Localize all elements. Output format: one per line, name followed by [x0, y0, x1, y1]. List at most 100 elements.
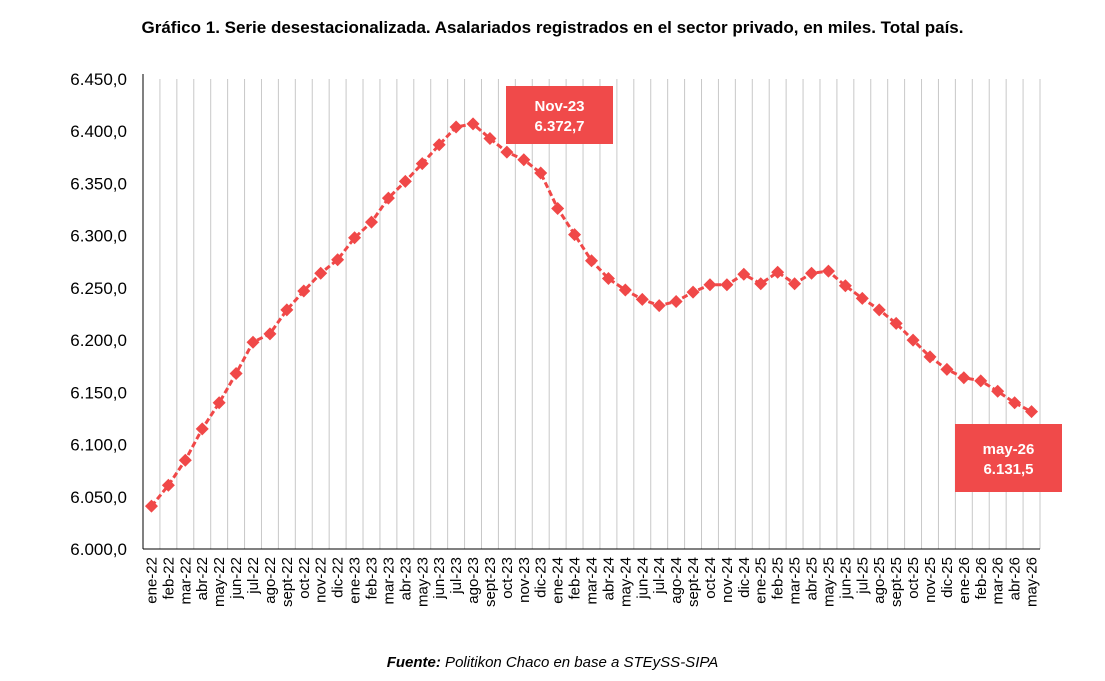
data-point — [568, 228, 582, 242]
x-tick-label: may-23 — [414, 557, 431, 607]
data-point — [686, 285, 700, 299]
data-point — [906, 333, 920, 347]
data-point — [466, 117, 480, 131]
x-tick-label: sept-25 — [888, 557, 905, 607]
data-point — [635, 292, 649, 306]
x-tick-label: dic-25 — [939, 557, 956, 598]
gridlines — [159, 79, 1041, 549]
x-tick-label: may-26 — [1024, 557, 1041, 607]
x-tick-label: ago-24 — [668, 557, 685, 604]
series-path — [150, 122, 1033, 508]
x-tick-label: oct-23 — [499, 557, 516, 599]
x-tick-label: sept-23 — [482, 557, 499, 607]
x-tick-label: feb-26 — [973, 557, 990, 600]
data-point — [229, 367, 243, 381]
x-tick-label: ago-22 — [262, 557, 279, 604]
data-point — [821, 264, 835, 278]
callout-box — [955, 424, 1062, 492]
x-tick-label: feb-23 — [363, 557, 380, 600]
data-point — [585, 254, 598, 268]
source-note: Fuente: Politikon Chaco en base a STEySS… — [0, 654, 1105, 671]
x-tick-label: abr-25 — [804, 557, 821, 600]
x-tick-label: oct-22 — [296, 557, 313, 599]
data-point — [788, 277, 802, 291]
data-point — [974, 374, 988, 388]
y-axis-tick-labels: 6.000,0 6.050,0 6.100,0 6.150,0 6.200,0 6.250… — [70, 70, 127, 559]
y-tick-label: 6.450,0 — [70, 70, 127, 89]
y-tick-label: 6.000,0 — [70, 540, 127, 559]
x-tick-label: ene-25 — [753, 557, 770, 604]
x-tick-label: mar-22 — [177, 557, 194, 605]
data-point — [263, 327, 277, 341]
x-tick-label: jun-24 — [634, 557, 651, 600]
y-tick-label: 6.300,0 — [70, 227, 127, 246]
data-point — [618, 283, 632, 297]
data-point — [280, 303, 294, 317]
x-tick-label: dic-24 — [736, 557, 753, 598]
x-axis-tick-labels: ene-22 feb-22 mar-22 abr-22 may-22 jun-22 jul-… — [143, 557, 1040, 607]
data-point — [449, 120, 463, 134]
x-tick-label: ene-24 — [550, 557, 567, 604]
x-tick-label: dic-22 — [330, 557, 347, 598]
x-tick-label: oct-25 — [905, 557, 922, 599]
source-text: Politikon Chaco en base a STEySS-SIPA — [440, 654, 719, 671]
data-point — [855, 291, 869, 305]
data-point — [246, 335, 260, 349]
data-point — [415, 157, 429, 171]
data-point — [551, 202, 565, 216]
data-point — [923, 350, 937, 364]
x-tick-label: nov-25 — [922, 557, 939, 603]
data-point — [500, 145, 514, 159]
callout-value: 6.372,7 — [534, 118, 584, 135]
data-point — [754, 277, 768, 291]
data-point — [517, 153, 531, 167]
x-tick-label: ene-22 — [143, 557, 160, 604]
x-tick-label: mar-23 — [380, 557, 397, 605]
y-tick-label: 6.150,0 — [70, 383, 127, 402]
x-tick-label: ene-26 — [956, 557, 973, 604]
x-tick-label: may-25 — [820, 557, 837, 607]
y-tick-label: 6.050,0 — [70, 488, 127, 507]
data-point — [1008, 396, 1022, 410]
data-point — [144, 499, 158, 513]
callouts: Nov-23 6.372,7 may-26 6.131,5 — [506, 86, 1062, 492]
data-point — [737, 267, 751, 281]
x-tick-label: jul-23 — [448, 557, 465, 595]
x-tick-label: abr-22 — [194, 557, 211, 600]
x-tick-label: feb-24 — [567, 557, 584, 600]
y-tick-label: 6.400,0 — [70, 122, 127, 141]
x-tick-label: feb-25 — [770, 557, 787, 600]
data-point — [534, 166, 548, 180]
x-tick-label: oct-24 — [702, 557, 719, 599]
y-tick-label: 6.350,0 — [70, 174, 127, 193]
data-point — [889, 316, 903, 330]
x-tick-label: sept-24 — [685, 557, 702, 607]
x-tick-label: dic-23 — [533, 557, 550, 598]
data-point — [314, 266, 328, 280]
x-tick-label: feb-22 — [160, 557, 177, 600]
y-tick-label: 6.250,0 — [70, 279, 127, 298]
x-tick-label: nov-22 — [313, 557, 330, 603]
data-point — [398, 174, 412, 188]
data-point — [805, 266, 819, 280]
data-point — [432, 138, 446, 152]
chart-title: Gráfico 1. Serie desestacionalizada. Asa… — [141, 18, 964, 37]
data-point — [297, 284, 311, 298]
data-point — [872, 303, 886, 317]
data-point — [703, 278, 717, 292]
callout-label: Nov-23 — [534, 98, 584, 115]
x-tick-label: abr-26 — [1007, 557, 1024, 600]
data-point — [720, 278, 734, 292]
series-line — [144, 117, 1039, 513]
data-point — [195, 422, 209, 436]
x-tick-label: nov-23 — [516, 557, 533, 603]
y-tick-label: 6.100,0 — [70, 436, 127, 455]
data-point — [1025, 405, 1039, 419]
x-tick-label: mar-24 — [584, 557, 601, 605]
callout-box — [506, 86, 613, 144]
x-tick-label: ene-23 — [347, 557, 364, 604]
data-point — [331, 253, 345, 267]
x-tick-label: jun-23 — [431, 557, 448, 600]
data-point — [348, 231, 362, 245]
